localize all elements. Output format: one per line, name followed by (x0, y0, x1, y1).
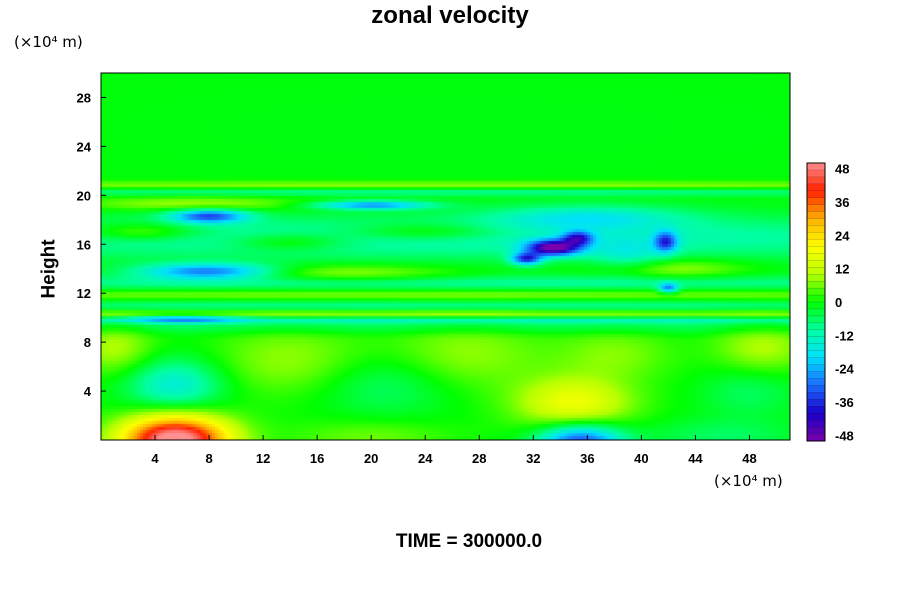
colorbar-segment (806, 350, 826, 359)
colorbar-segment (806, 176, 826, 185)
colorbar-segment (806, 197, 826, 206)
x-tick-label: 16 (310, 451, 324, 466)
colorbar-tick-label: 36 (835, 195, 849, 210)
y-tick-label: 20 (77, 188, 91, 203)
y-tick-label: 24 (77, 139, 92, 154)
colorbar-segment (806, 308, 826, 317)
colorbar (806, 162, 826, 442)
colorbar-segment (806, 169, 826, 178)
chart-title: zonal velocity (371, 2, 529, 29)
x-tick-label: 40 (634, 451, 648, 466)
colorbar-segment (806, 274, 826, 282)
colorbar-tick-label: 0 (835, 295, 842, 310)
x-tick-label: 32 (526, 451, 540, 466)
x-tick-label: 36 (580, 451, 594, 466)
colorbar-segment (806, 232, 826, 240)
colorbar-segment (806, 322, 826, 331)
colorbar-tick-label: 12 (835, 262, 849, 277)
colorbar-segment (806, 399, 826, 407)
x-tick-label: 4 (151, 451, 159, 466)
colorbar-segment (806, 267, 826, 275)
colorbar-frame (806, 162, 826, 442)
colorbar-tick-label: -12 (835, 328, 854, 343)
colorbar-tick-label: -24 (835, 362, 855, 377)
x-axis-ticks: 4 8 12 16 20 24 28 32 36 40 44 48 (151, 435, 757, 466)
colorbar-segment (806, 329, 826, 338)
y-tick-label: 28 (77, 90, 91, 105)
x-tick-label: 12 (256, 451, 270, 466)
colorbar-tick-label: -48 (835, 428, 854, 443)
colorbar-segment (806, 406, 826, 414)
x-tick-label: 24 (418, 451, 433, 466)
heatmap-canvas-wrapper (101, 73, 790, 440)
colorbar-segment (806, 239, 826, 247)
y-tick-label: 12 (77, 286, 91, 301)
y-tick-label: 4 (84, 384, 92, 399)
x-axis-unit: (×10⁴ m) (714, 472, 783, 490)
x-tick-label: 20 (364, 451, 378, 466)
colorbar-segment (806, 392, 826, 400)
colorbar-segment (806, 433, 826, 442)
y-tick-label: 16 (77, 237, 91, 252)
colorbar-segment (806, 287, 826, 296)
heatmap-canvas (101, 73, 790, 440)
colorbar-segment (806, 280, 826, 289)
colorbar-segment (806, 315, 826, 324)
x-tick-label: 8 (205, 451, 212, 466)
colorbar-segment (806, 246, 826, 254)
colorbar-segment (806, 336, 826, 345)
x-tick-label: 28 (472, 451, 486, 466)
heatmap-field (101, 73, 790, 440)
y-axis-ticks: 4 8 12 16 20 24 28 (77, 90, 106, 399)
colorbar-segment (806, 426, 826, 435)
colorbar-tick-label: -36 (835, 395, 854, 410)
colorbar-segment (806, 260, 826, 268)
colorbar-segment (806, 204, 826, 213)
colorbar-segment (806, 357, 826, 366)
colorbar-segment (806, 364, 826, 372)
colorbar-segment (806, 253, 826, 261)
colorbar-segment (806, 162, 826, 171)
colorbar-segment (806, 371, 826, 379)
time-label: TIME = 300000.0 (395, 531, 543, 552)
colorbar-ticks: 48 36 24 12 0 -12 -24 -36 -48 (835, 162, 855, 444)
colorbar-segment (806, 218, 826, 227)
colorbar-segment (806, 419, 826, 428)
colorbar-segment (806, 343, 826, 352)
colorbar-segment (806, 378, 826, 386)
x-tick-label: 44 (688, 451, 703, 466)
colorbar-segment (806, 301, 826, 310)
x-tick-label: 48 (742, 451, 756, 466)
colorbar-segment (806, 225, 826, 234)
colorbar-segment (806, 385, 826, 393)
colorbar-segment (806, 294, 826, 303)
colorbar-segment (806, 183, 826, 192)
y-axis-unit: (×10⁴ m) (14, 33, 83, 51)
colorbar-segment (806, 190, 826, 199)
y-tick-label: 8 (84, 335, 91, 350)
colorbar-segment (806, 413, 826, 421)
colorbar-segment (806, 211, 826, 220)
colorbar-tick-label: 48 (835, 162, 849, 177)
colorbar-tick-label: 24 (835, 228, 850, 243)
plot-frame (100, 72, 791, 441)
